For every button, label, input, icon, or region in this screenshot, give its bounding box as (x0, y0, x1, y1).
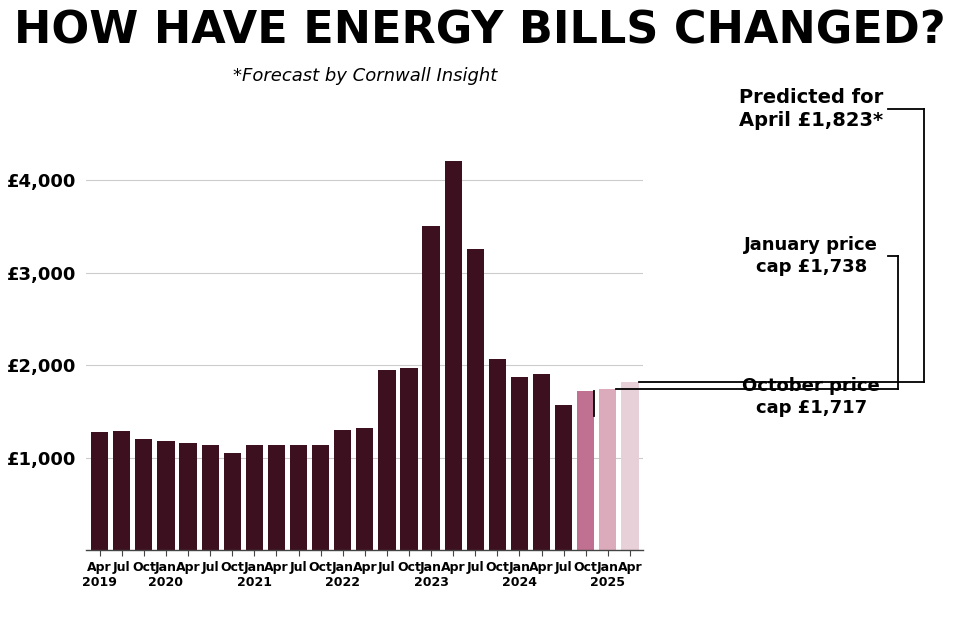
Bar (91, 432, 108, 550)
Bar (444, 161, 462, 550)
Bar (577, 392, 594, 550)
Bar (113, 431, 131, 550)
Text: October price
cap £1,717: October price cap £1,717 (742, 377, 880, 417)
Bar (400, 368, 418, 550)
Text: Predicted for
April £1,823*: Predicted for April £1,823* (739, 88, 883, 130)
Bar (533, 374, 550, 550)
Bar (135, 439, 153, 550)
Text: HOW HAVE ENERGY BILLS CHANGED?: HOW HAVE ENERGY BILLS CHANGED? (14, 10, 946, 52)
Bar (621, 381, 638, 550)
Text: January price
cap £1,738: January price cap £1,738 (744, 236, 878, 276)
Bar (157, 441, 175, 550)
Bar (224, 453, 241, 550)
Bar (290, 445, 307, 550)
Bar (268, 445, 285, 550)
Text: *Forecast by Cornwall Insight: *Forecast by Cornwall Insight (232, 67, 497, 85)
Bar (422, 227, 440, 550)
Bar (202, 445, 219, 550)
Bar (489, 359, 506, 550)
Bar (312, 445, 329, 550)
Bar (334, 430, 351, 550)
Bar (467, 250, 484, 550)
Bar (180, 443, 197, 550)
Bar (555, 405, 572, 550)
Bar (246, 445, 263, 550)
Bar (378, 370, 396, 550)
Bar (511, 377, 528, 550)
Bar (599, 390, 616, 550)
Bar (356, 428, 373, 550)
